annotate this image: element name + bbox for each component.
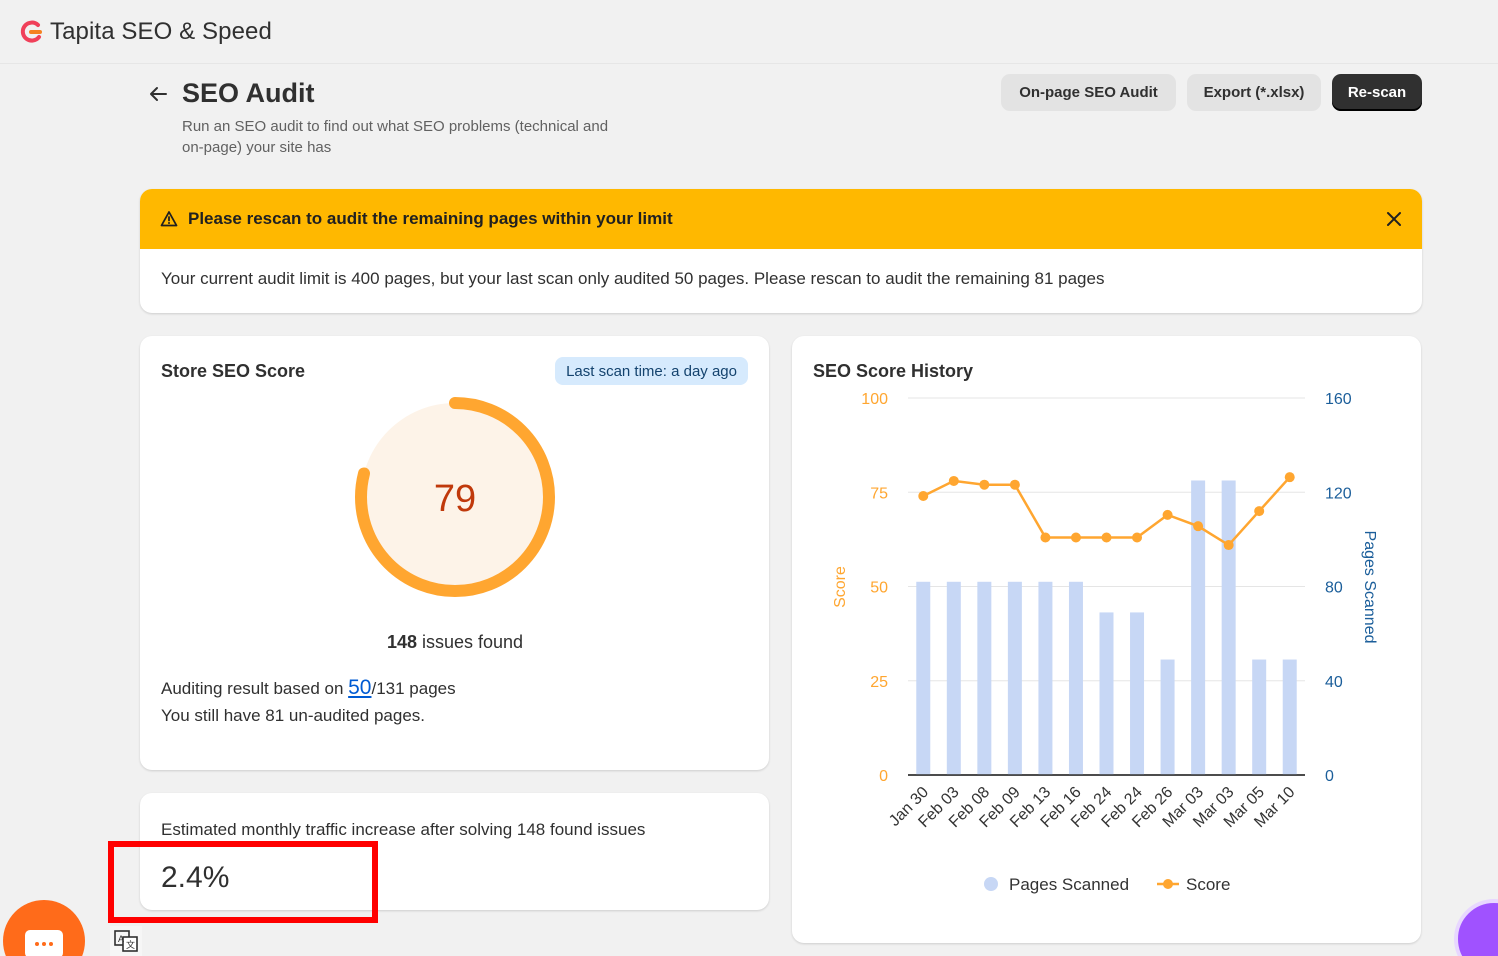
seo-score-gauge: 79 xyxy=(355,397,555,597)
page-subtitle: Run an SEO audit to find out what SEO pr… xyxy=(182,118,609,156)
svg-text:A: A xyxy=(118,934,124,944)
store-seo-score-card: Store SEO Score Last scan time: a day ag… xyxy=(140,336,769,770)
score-point xyxy=(1254,506,1265,517)
score-point xyxy=(1132,532,1143,543)
traffic-label: Estimated monthly traffic increase after… xyxy=(161,820,646,839)
traffic-estimate-card: Estimated monthly traffic increase after… xyxy=(140,793,769,910)
issues-count: 148 xyxy=(386,632,417,652)
score-point xyxy=(1193,521,1204,532)
traffic-value: 2.4% xyxy=(161,861,230,894)
page-title: SEO Audit xyxy=(182,78,315,108)
legend-line-marker xyxy=(1163,879,1173,889)
score-point xyxy=(1009,479,1020,490)
legend-score: Score xyxy=(1186,875,1230,894)
score-point xyxy=(948,475,959,486)
seo-score-history-card: SEO Score History 0 25 50 75 100 0 40 80 120 160 S… xyxy=(792,336,1421,943)
banner-title: Please rescan to audit the remaining pag… xyxy=(188,209,673,228)
bar-pages-scanned xyxy=(1221,480,1236,775)
y2-tick-label: 160 xyxy=(1325,391,1352,408)
score-point xyxy=(1162,509,1173,520)
y-axis-title: Score xyxy=(832,566,849,608)
assistant-button[interactable] xyxy=(1454,899,1498,956)
y2-tick-label: 80 xyxy=(1325,580,1343,597)
app-title: Tapita SEO & Speed xyxy=(50,17,272,45)
y-tick-label: 100 xyxy=(861,391,888,408)
y2-tick-label: 0 xyxy=(1325,768,1334,785)
highlight-box xyxy=(108,841,378,923)
y-tick-label: 50 xyxy=(870,580,888,597)
back-arrow-icon[interactable] xyxy=(146,82,170,106)
close-icon[interactable] xyxy=(1384,209,1404,229)
bar-pages-scanned xyxy=(1099,612,1114,775)
bar-pages-scanned xyxy=(1282,659,1297,775)
bar-pages-scanned xyxy=(1160,659,1175,775)
bar-pages-scanned xyxy=(1252,659,1267,775)
gauge-progress-arc xyxy=(355,397,555,597)
onpage-seo-audit-button[interactable]: On-page SEO Audit xyxy=(1001,74,1176,111)
card-title: Store SEO Score xyxy=(161,361,306,381)
rescan-button[interactable]: Re-scan xyxy=(1332,74,1422,111)
score-point xyxy=(1284,472,1295,483)
y-tick-label: 0 xyxy=(879,768,888,785)
chat-bubble-icon xyxy=(25,930,63,956)
banner-header: Please rescan to audit the remaining pag… xyxy=(140,189,1422,249)
score-value: 79 xyxy=(434,478,476,520)
legend-pages-scanned: Pages Scanned xyxy=(1009,875,1129,894)
bar-pages-scanned xyxy=(1007,581,1022,775)
translate-icon[interactable]: A 文 xyxy=(110,926,142,956)
y2-axis-title: Pages Scanned xyxy=(1361,531,1378,644)
score-point xyxy=(1223,540,1234,551)
tapita-logo-icon xyxy=(20,20,42,42)
audit-prefix: Auditing result based on xyxy=(161,679,349,698)
page-header: SEO Audit Run an SEO audit to find out w… xyxy=(140,74,1422,164)
y2-tick-label: 40 xyxy=(1325,674,1343,691)
gauge-background xyxy=(361,403,549,591)
audited-pages-link[interactable]: 50 xyxy=(348,676,372,699)
card-title: SEO Score History xyxy=(813,361,974,381)
svg-text:文: 文 xyxy=(126,939,135,950)
issues-found-text: 148 issues found xyxy=(140,632,770,653)
bar-pages-scanned xyxy=(1068,581,1083,775)
chat-button[interactable] xyxy=(3,900,85,956)
audit-summary: Auditing result based on 50/131 pages Yo… xyxy=(161,674,456,729)
score-point xyxy=(918,491,929,502)
audit-suffix: /131 pages xyxy=(371,679,456,698)
export-xlsx-button[interactable]: Export (*.xlsx) xyxy=(1187,74,1321,111)
bar-pages-scanned xyxy=(1191,480,1206,775)
y-tick-label: 75 xyxy=(870,485,888,502)
score-point xyxy=(1040,532,1051,543)
bar-pages-scanned xyxy=(916,581,931,775)
issues-suffix: issues found xyxy=(416,632,524,652)
y2-tick-label: 120 xyxy=(1325,485,1352,502)
y-tick-label: 25 xyxy=(870,674,888,691)
score-point xyxy=(979,479,990,490)
rescan-warning-banner: Please rescan to audit the remaining pag… xyxy=(140,189,1422,313)
last-scan-badge: Last scan time: a day ago xyxy=(555,357,748,385)
bar-pages-scanned xyxy=(1038,581,1053,775)
bar-pages-scanned xyxy=(1130,612,1145,775)
score-point xyxy=(1070,532,1081,543)
banner-message: Your current audit limit is 400 pages, b… xyxy=(161,269,1105,288)
bar-pages-scanned xyxy=(946,581,961,775)
score-point xyxy=(1101,532,1112,543)
unaudited-pages-text: You still have 81 un-audited pages. xyxy=(161,706,426,725)
legend-bar-swatch xyxy=(984,877,998,891)
bar-pages-scanned xyxy=(977,581,992,775)
warning-icon xyxy=(160,211,178,227)
app-topbar: Tapita SEO & Speed xyxy=(0,0,1498,64)
audit-pages-line: Auditing result based on 50/131 pages xyxy=(161,674,456,702)
